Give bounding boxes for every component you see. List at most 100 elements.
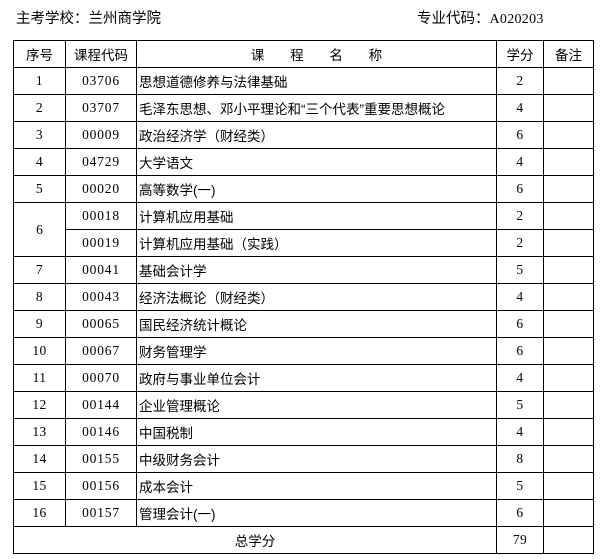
cell-code: 00065 [65, 310, 137, 338]
table-row: 11 00070 政府与事业单位会计 4 [13, 364, 594, 392]
cell-credit: 2 [496, 67, 544, 95]
cell-credit: 4 [496, 364, 544, 392]
cell-no: 13 [13, 418, 66, 446]
cell-no: 5 [13, 175, 66, 203]
cell-code: 00146 [65, 418, 137, 446]
cell-code: 00144 [65, 391, 137, 419]
cell-note [543, 67, 594, 95]
cell-note [543, 202, 594, 230]
cell-no: 16 [13, 499, 66, 527]
cell-credit: 2 [496, 202, 544, 230]
cell-no: 8 [13, 283, 66, 311]
cell-name: 高等数学(一) [136, 175, 497, 203]
cell-code: 00041 [65, 256, 137, 284]
school-label: 主考学校： [16, 11, 89, 27]
cell-name: 管理会计(一) [136, 499, 497, 527]
table-row: 8 00043 经济法概论（财经类） 4 [13, 283, 594, 311]
cell-name: 中级财务会计 [136, 445, 497, 473]
cell-code: 00156 [65, 472, 137, 500]
cell-credit: 4 [496, 418, 544, 446]
cell-code: 00043 [65, 283, 137, 311]
col-header-name: 课 程 名 称 [136, 40, 497, 68]
cell-name: 财务管理学 [136, 337, 497, 365]
course-table: 序号 课程代码 课 程 名 称 学分 备注 1 03706 思想道德修养与法律基… [13, 40, 594, 554]
table-row: 9 00065 国民经济统计概论 6 [13, 310, 594, 338]
school-name: 兰州商学院 [88, 11, 162, 27]
cell-name: 大学语文 [136, 148, 497, 176]
cell-no: 9 [13, 310, 66, 338]
cell-name: 经济法概论（财经类） [136, 283, 497, 311]
cell-note [543, 391, 594, 419]
col-header-credit: 学分 [496, 40, 544, 68]
cell-no: 10 [13, 337, 66, 365]
cell-note [543, 148, 594, 176]
table-row: 00019 计算机应用基础（实践） 2 [14, 229, 594, 257]
cell-no-merged: 6 [13, 202, 66, 257]
cell-note [543, 310, 594, 338]
cell-no: 1 [13, 67, 66, 95]
cell-code: 00157 [65, 499, 137, 527]
cell-credit: 5 [496, 256, 544, 284]
cell-name: 企业管理概论 [136, 391, 497, 419]
total-label: 总学分 [13, 526, 497, 554]
cell-name: 基础会计学 [136, 256, 497, 284]
cell-name: 毛泽东思想、邓小平理论和“三个代表”重要思想概论 [136, 94, 497, 122]
cell-code: 03706 [65, 67, 137, 95]
cell-credit: 6 [496, 175, 544, 203]
cell-note [543, 256, 594, 284]
cell-name: 国民经济统计概论 [136, 310, 497, 338]
cell-note [543, 94, 594, 122]
cell-code: 00018 [65, 202, 137, 230]
cell-code: 03707 [65, 94, 137, 122]
cell-credit: 4 [496, 148, 544, 176]
cell-code: 00155 [65, 445, 137, 473]
cell-no: 3 [13, 121, 66, 149]
cell-note [543, 175, 594, 203]
cell-no: 12 [13, 391, 66, 419]
cell-no: 4 [13, 148, 66, 176]
cell-credit: 6 [496, 337, 544, 365]
cell-note [543, 364, 594, 392]
table-row: 2 03707 毛泽东思想、邓小平理论和“三个代表”重要思想概论 4 [13, 94, 594, 122]
cell-credit: 4 [496, 283, 544, 311]
cell-note [543, 283, 594, 311]
cell-credit: 5 [496, 472, 544, 500]
cell-name: 成本会计 [136, 472, 497, 500]
cell-code: 00067 [65, 337, 137, 365]
cell-code: 04729 [65, 148, 137, 176]
table-header-row: 序号 课程代码 课 程 名 称 学分 备注 [13, 40, 594, 68]
cell-code: 00020 [65, 175, 137, 203]
cell-note [543, 472, 594, 500]
cell-no: 7 [13, 256, 66, 284]
total-credit: 79 [496, 526, 544, 554]
cell-name: 计算机应用基础（实践） [136, 229, 497, 257]
cell-note [543, 418, 594, 446]
table-row: 7 00041 基础会计学 5 [13, 256, 594, 284]
cell-credit: 6 [496, 121, 544, 149]
school-info: 主考学校：兰州商学院 [16, 8, 161, 30]
cell-no: 11 [13, 364, 66, 392]
table-row: 10 00067 财务管理学 6 [13, 337, 594, 365]
document-header: 主考学校：兰州商学院 专业代码：A020203 [0, 8, 606, 32]
cell-credit: 5 [496, 391, 544, 419]
table-row: 15 00156 成本会计 5 [13, 472, 594, 500]
major-code-label: 专业代码： [417, 11, 490, 27]
cell-name: 思想道德修养与法律基础 [136, 67, 497, 95]
table-row: 13 00146 中国税制 4 [13, 418, 594, 446]
cell-note [543, 229, 594, 257]
table-row: 5 00020 高等数学(一) 6 [13, 175, 594, 203]
cell-no: 14 [13, 445, 66, 473]
table-row: 4 04729 大学语文 4 [13, 148, 594, 176]
table-row: 14 00155 中级财务会计 8 [13, 445, 594, 473]
table-row: 6 00018 计算机应用基础 2 [13, 202, 594, 257]
cell-name: 政府与事业单位会计 [136, 364, 497, 392]
table-row: 16 00157 管理会计(一) 6 [13, 499, 594, 527]
table-row: 12 00144 企业管理概论 5 [13, 391, 594, 419]
cell-name: 计算机应用基础 [136, 202, 497, 230]
cell-credit: 8 [496, 445, 544, 473]
cell-note [543, 499, 594, 527]
major-code-value: A020203 [489, 12, 544, 27]
cell-credit: 4 [496, 94, 544, 122]
cell-note [543, 121, 594, 149]
